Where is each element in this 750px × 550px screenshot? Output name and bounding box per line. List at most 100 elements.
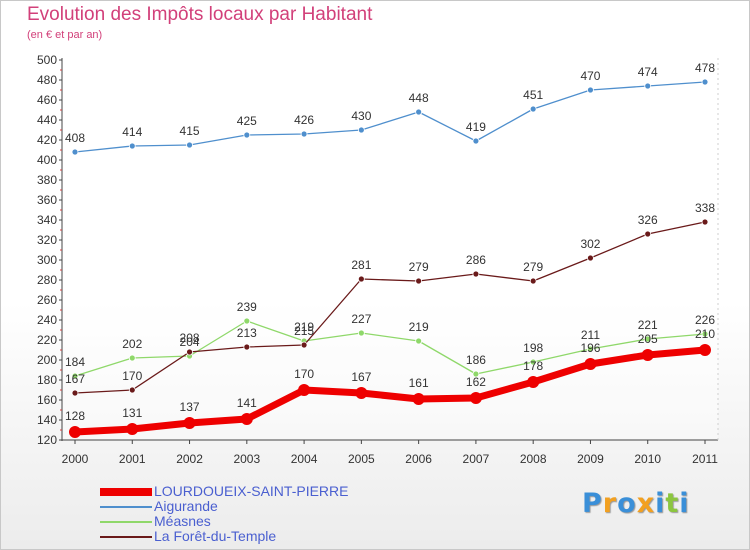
x-tick-label: 2007 bbox=[463, 452, 490, 466]
y-tick-label: 240 bbox=[37, 313, 57, 327]
series-line-3 bbox=[74, 221, 706, 394]
data-label: 478 bbox=[695, 61, 715, 75]
data-label: 425 bbox=[237, 114, 257, 128]
data-point bbox=[300, 341, 308, 349]
legend-swatch bbox=[100, 536, 152, 538]
data-point bbox=[300, 130, 308, 138]
y-tick-label: 300 bbox=[37, 253, 57, 267]
data-label: 279 bbox=[409, 260, 429, 274]
y-tick-label: 440 bbox=[37, 113, 57, 127]
data-label: 141 bbox=[237, 396, 257, 410]
data-point bbox=[529, 105, 537, 113]
y-tick-label: 280 bbox=[37, 273, 57, 287]
data-label: 131 bbox=[122, 406, 142, 420]
data-point bbox=[587, 86, 594, 94]
data-point bbox=[415, 337, 423, 345]
data-point bbox=[71, 148, 79, 156]
data-point bbox=[412, 393, 425, 405]
data-label: 202 bbox=[122, 337, 142, 351]
y-tick-label: 120 bbox=[37, 433, 57, 447]
data-point bbox=[298, 384, 311, 396]
data-point bbox=[69, 426, 81, 438]
data-point bbox=[529, 358, 537, 366]
data-point bbox=[243, 317, 251, 325]
data-point bbox=[357, 275, 365, 283]
y-tick-label: 340 bbox=[37, 213, 57, 227]
y-tick-label: 360 bbox=[37, 193, 57, 207]
data-point bbox=[240, 413, 253, 425]
logo-letter: r bbox=[602, 488, 618, 519]
logo-letter: i bbox=[655, 488, 666, 519]
data-point bbox=[128, 386, 136, 394]
data-label: 215 bbox=[294, 324, 314, 338]
data-label: 226 bbox=[695, 313, 715, 327]
series-line-2 bbox=[74, 320, 706, 377]
y-tick-label: 220 bbox=[37, 333, 57, 347]
data-label: 419 bbox=[466, 120, 486, 134]
proxiti-logo: Proxiti bbox=[582, 488, 690, 519]
data-point bbox=[243, 131, 251, 139]
y-tick-label: 400 bbox=[37, 153, 57, 167]
data-label: 196 bbox=[580, 341, 600, 355]
data-point bbox=[71, 372, 79, 380]
y-tick-label: 320 bbox=[37, 233, 57, 247]
data-point bbox=[472, 370, 480, 378]
data-point bbox=[126, 423, 139, 435]
x-tick-label: 2010 bbox=[634, 452, 661, 466]
legend-swatch bbox=[100, 506, 152, 508]
data-point bbox=[71, 389, 79, 397]
y-tick-label: 420 bbox=[37, 133, 57, 147]
data-label: 170 bbox=[122, 369, 142, 383]
y-tick-label: 460 bbox=[37, 93, 57, 107]
data-label: 448 bbox=[409, 91, 429, 105]
legend-label: Aigurande bbox=[154, 498, 218, 514]
legend-label: Méasnes bbox=[154, 513, 211, 529]
data-label: 208 bbox=[180, 331, 200, 345]
data-label: 470 bbox=[580, 69, 600, 83]
data-point bbox=[587, 345, 594, 353]
data-label: 286 bbox=[466, 253, 486, 267]
plot-area bbox=[62, 60, 718, 440]
logo-letter: P bbox=[582, 488, 603, 519]
logo-letter: o bbox=[617, 488, 637, 519]
y-tick-label: 480 bbox=[37, 73, 57, 87]
data-label: 167 bbox=[351, 370, 371, 384]
data-label: 128 bbox=[65, 409, 85, 423]
data-label: 137 bbox=[180, 400, 200, 414]
data-label: 408 bbox=[65, 131, 85, 145]
y-tick-label: 200 bbox=[37, 353, 57, 367]
series-line-0 bbox=[71, 346, 709, 436]
data-point bbox=[701, 330, 709, 338]
data-label: 161 bbox=[409, 376, 429, 390]
data-point bbox=[587, 254, 594, 262]
data-point bbox=[527, 376, 540, 388]
data-point bbox=[415, 277, 423, 285]
data-label: 414 bbox=[122, 125, 142, 139]
data-label: 210 bbox=[695, 327, 715, 341]
data-point bbox=[243, 343, 251, 351]
data-label: 426 bbox=[294, 113, 314, 127]
data-point bbox=[469, 392, 482, 404]
data-label: 219 bbox=[294, 320, 314, 334]
legend-label: La Forêt-du-Temple bbox=[154, 528, 277, 544]
data-point bbox=[584, 358, 597, 370]
series-line-1 bbox=[74, 81, 706, 153]
data-point bbox=[529, 277, 537, 285]
data-label: 474 bbox=[638, 65, 658, 79]
legend-swatch bbox=[100, 488, 152, 496]
logo-letter: i bbox=[679, 488, 690, 519]
data-label: 219 bbox=[409, 320, 429, 334]
data-label: 213 bbox=[237, 326, 257, 340]
data-point bbox=[355, 387, 368, 399]
data-point bbox=[472, 137, 480, 145]
x-tick-label: 2009 bbox=[577, 452, 604, 466]
data-point bbox=[357, 126, 365, 134]
data-point bbox=[415, 108, 423, 116]
chart-subtitle: (en € et par an) bbox=[27, 29, 103, 41]
x-tick-label: 2003 bbox=[233, 452, 260, 466]
y-tick-label: 500 bbox=[37, 53, 57, 67]
x-tick-label: 2001 bbox=[119, 452, 146, 466]
data-point bbox=[644, 335, 652, 343]
y-tick-label: 140 bbox=[37, 413, 57, 427]
